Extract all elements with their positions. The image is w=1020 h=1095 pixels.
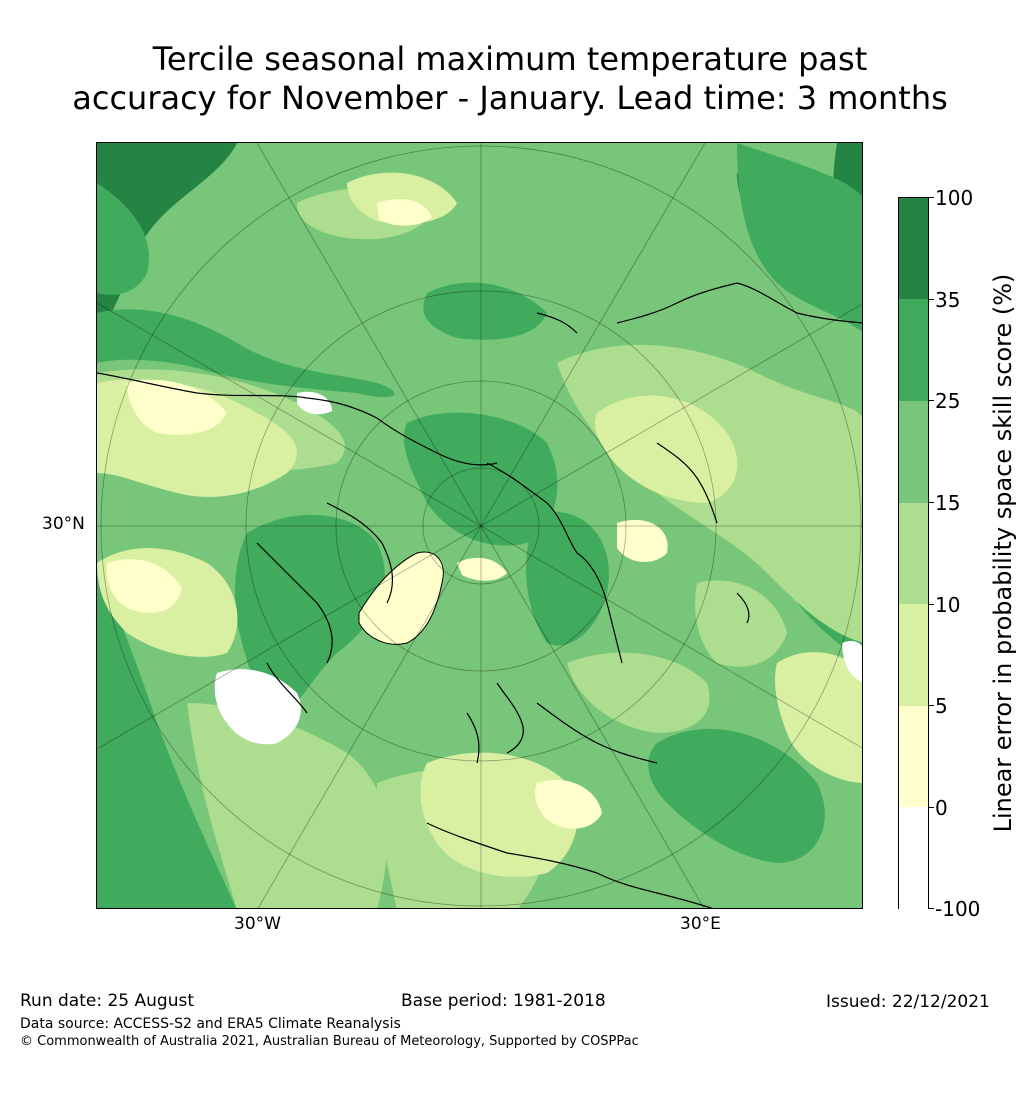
lon-label-30e: 30°E [680, 914, 721, 934]
lat-label-30n: 30°N [42, 514, 85, 534]
colorbar-tick-label: 5 [935, 694, 948, 718]
colorbar-tick-label: 25 [935, 389, 961, 413]
colorbar-segment-15-25 [899, 401, 928, 503]
greenland [358, 551, 444, 645]
copyright-notice: © Commonwealth of Australia 2021, Austra… [20, 1034, 639, 1049]
lon-label-30w: 30°W [234, 914, 281, 934]
colorbar-tickmark [929, 502, 934, 503]
coastlines [97, 282, 862, 908]
colorbar-tickmark [929, 197, 934, 198]
colorbar-tickmark [929, 807, 934, 808]
colorbar-tick-label: 10 [935, 593, 961, 617]
colorbar-tickmark [929, 908, 934, 909]
colorbar-tick-label: -100 [935, 897, 981, 921]
colorbar-segment-0-5 [899, 706, 928, 807]
colorbar-segment-5-10 [899, 604, 928, 706]
colorbar-segment-10-15 [899, 503, 928, 604]
colorbar-segment-35-100 [899, 198, 928, 299]
run-date: Run date: 25 August [20, 991, 194, 1011]
chart-title: Tercile seasonal maximum temperature pas… [0, 40, 1020, 118]
green-skill-regions [97, 143, 862, 908]
data-source: Data source: ACCESS-S2 and ERA5 Climate … [20, 1016, 401, 1032]
colorbar-segment-25-35 [899, 299, 928, 401]
colorbar-tick-label: 100 [935, 186, 974, 210]
colorbar-title: Linear error in probability space skill … [989, 273, 1017, 833]
colorbar-segment-neg100-0 [899, 807, 928, 909]
base-period: Base period: 1981-2018 [401, 991, 606, 1011]
title-line-1: Tercile seasonal maximum temperature pas… [152, 40, 868, 78]
cream-skill-regions [106, 198, 668, 829]
colorbar-tick-label: 15 [935, 491, 961, 515]
colorbar-tick-label: 0 [935, 796, 948, 820]
white-skill-regions [214, 391, 862, 745]
colorbar-tick-label: 35 [935, 288, 961, 312]
graticule [97, 143, 862, 908]
polar-map [96, 142, 863, 909]
title-line-2: accuracy for November - January. Lead ti… [72, 79, 948, 117]
colorbar [898, 197, 929, 909]
colorbar-tickmark [929, 400, 934, 401]
issued-date: Issued: 22/12/2021 [826, 992, 990, 1012]
colorbar-tickmark [929, 604, 934, 605]
map-svg [97, 143, 862, 908]
colorbar-tickmark [929, 299, 934, 300]
colorbar-tickmark [929, 705, 934, 706]
